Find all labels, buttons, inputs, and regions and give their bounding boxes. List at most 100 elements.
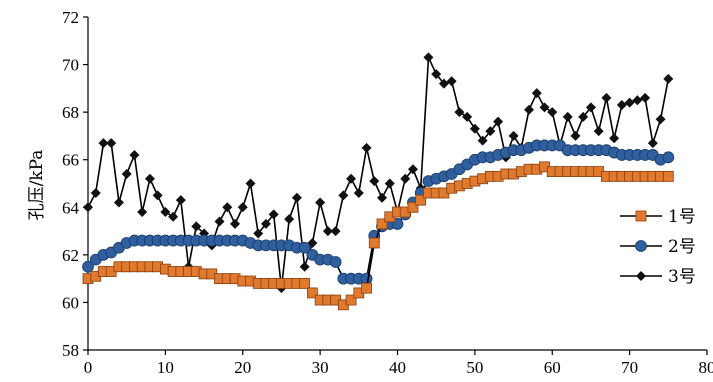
data-point — [361, 142, 372, 153]
data-point — [82, 260, 94, 273]
data-point — [415, 194, 427, 206]
data-point — [237, 202, 248, 213]
data-point — [168, 211, 179, 222]
data-point — [647, 138, 658, 149]
data-point — [152, 190, 163, 201]
data-point — [493, 116, 504, 127]
data-point — [368, 237, 380, 249]
data-point — [298, 241, 311, 254]
legend-label: 2号 — [668, 237, 696, 257]
data-point — [469, 123, 480, 134]
axes — [83, 16, 708, 355]
x-tick-label: 10 — [157, 358, 174, 377]
y-tick-label: 60 — [62, 293, 79, 312]
data-point — [454, 107, 465, 118]
data-point — [539, 102, 550, 113]
series-3 — [83, 52, 674, 294]
legend: 1号 2号 3号 — [620, 207, 696, 287]
legend-marker — [635, 240, 647, 252]
x-tick-label: 70 — [621, 358, 638, 377]
data-point — [384, 178, 395, 189]
data-point — [585, 102, 596, 113]
data-point — [593, 126, 604, 137]
data-point — [485, 126, 496, 137]
data-point — [655, 114, 666, 125]
data-point — [144, 173, 155, 184]
data-point — [214, 216, 225, 227]
y-tick-label: 68 — [62, 103, 79, 122]
data-point — [477, 135, 488, 146]
y-tick-label: 66 — [62, 151, 79, 170]
series-2 — [82, 139, 675, 285]
data-point — [299, 277, 311, 289]
data-point — [431, 69, 442, 80]
data-point — [222, 202, 233, 213]
x-tick-label: 40 — [389, 358, 406, 377]
data-point — [137, 207, 148, 218]
data-point — [284, 214, 295, 225]
y-tick-label: 62 — [62, 246, 79, 265]
data-point — [129, 149, 140, 160]
data-point — [175, 195, 186, 206]
data-point — [508, 130, 519, 141]
data-point — [407, 164, 418, 175]
legend-entry-1: 1号 — [620, 207, 696, 227]
data-point — [578, 111, 589, 122]
data-point — [191, 221, 202, 232]
legend-label: 1号 — [668, 207, 696, 227]
data-point — [400, 173, 411, 184]
data-point — [640, 92, 651, 103]
tick-labels: 58 60 62 64 66 68 70 72 0 10 20 30 40 50 60 70 80 — [62, 8, 713, 377]
data-point — [547, 107, 558, 118]
y-axis-title: 孔压/kPa — [27, 150, 47, 221]
data-point — [306, 287, 318, 299]
data-point — [662, 170, 674, 182]
data-point — [663, 73, 674, 84]
y-tick-label: 64 — [62, 198, 80, 217]
data-point — [601, 92, 612, 103]
data-point — [438, 78, 449, 89]
data-point — [462, 111, 473, 122]
data-point — [299, 261, 310, 272]
data-point — [260, 218, 271, 229]
data-point — [377, 192, 388, 203]
data-point — [616, 100, 627, 111]
data-point — [90, 188, 101, 199]
data-point — [524, 104, 535, 115]
data-point — [245, 178, 256, 189]
data-point — [360, 272, 373, 285]
legend-entry-3: 3号 — [620, 267, 696, 287]
data-point — [632, 95, 643, 106]
data-point — [253, 228, 264, 239]
y-tick-label: 58 — [62, 341, 79, 360]
data-point — [446, 76, 457, 87]
data-point — [113, 197, 124, 208]
data-point — [531, 88, 542, 99]
legend-entry-2: 2号 — [620, 237, 696, 257]
y-tick-label: 70 — [62, 56, 79, 75]
data-point — [609, 133, 620, 144]
data-point — [322, 226, 333, 237]
data-point — [338, 190, 349, 201]
data-point — [330, 226, 341, 237]
data-point — [369, 176, 380, 187]
x-tick-label: 30 — [312, 358, 329, 377]
data-point — [160, 207, 171, 218]
x-tick-label: 20 — [234, 358, 251, 377]
data-point — [423, 52, 434, 63]
data-point — [376, 218, 388, 230]
data-point — [106, 138, 117, 149]
series-1 — [82, 161, 674, 311]
data-point — [315, 197, 326, 208]
data-point — [662, 151, 675, 164]
data-point — [98, 138, 109, 149]
data-point — [345, 294, 357, 306]
data-point — [268, 209, 279, 220]
data-point — [353, 188, 364, 199]
legend-marker — [635, 210, 647, 222]
x-tick-label: 60 — [544, 358, 561, 377]
data-point — [83, 202, 93, 213]
data-point — [291, 192, 302, 203]
x-tick-label: 50 — [466, 358, 483, 377]
